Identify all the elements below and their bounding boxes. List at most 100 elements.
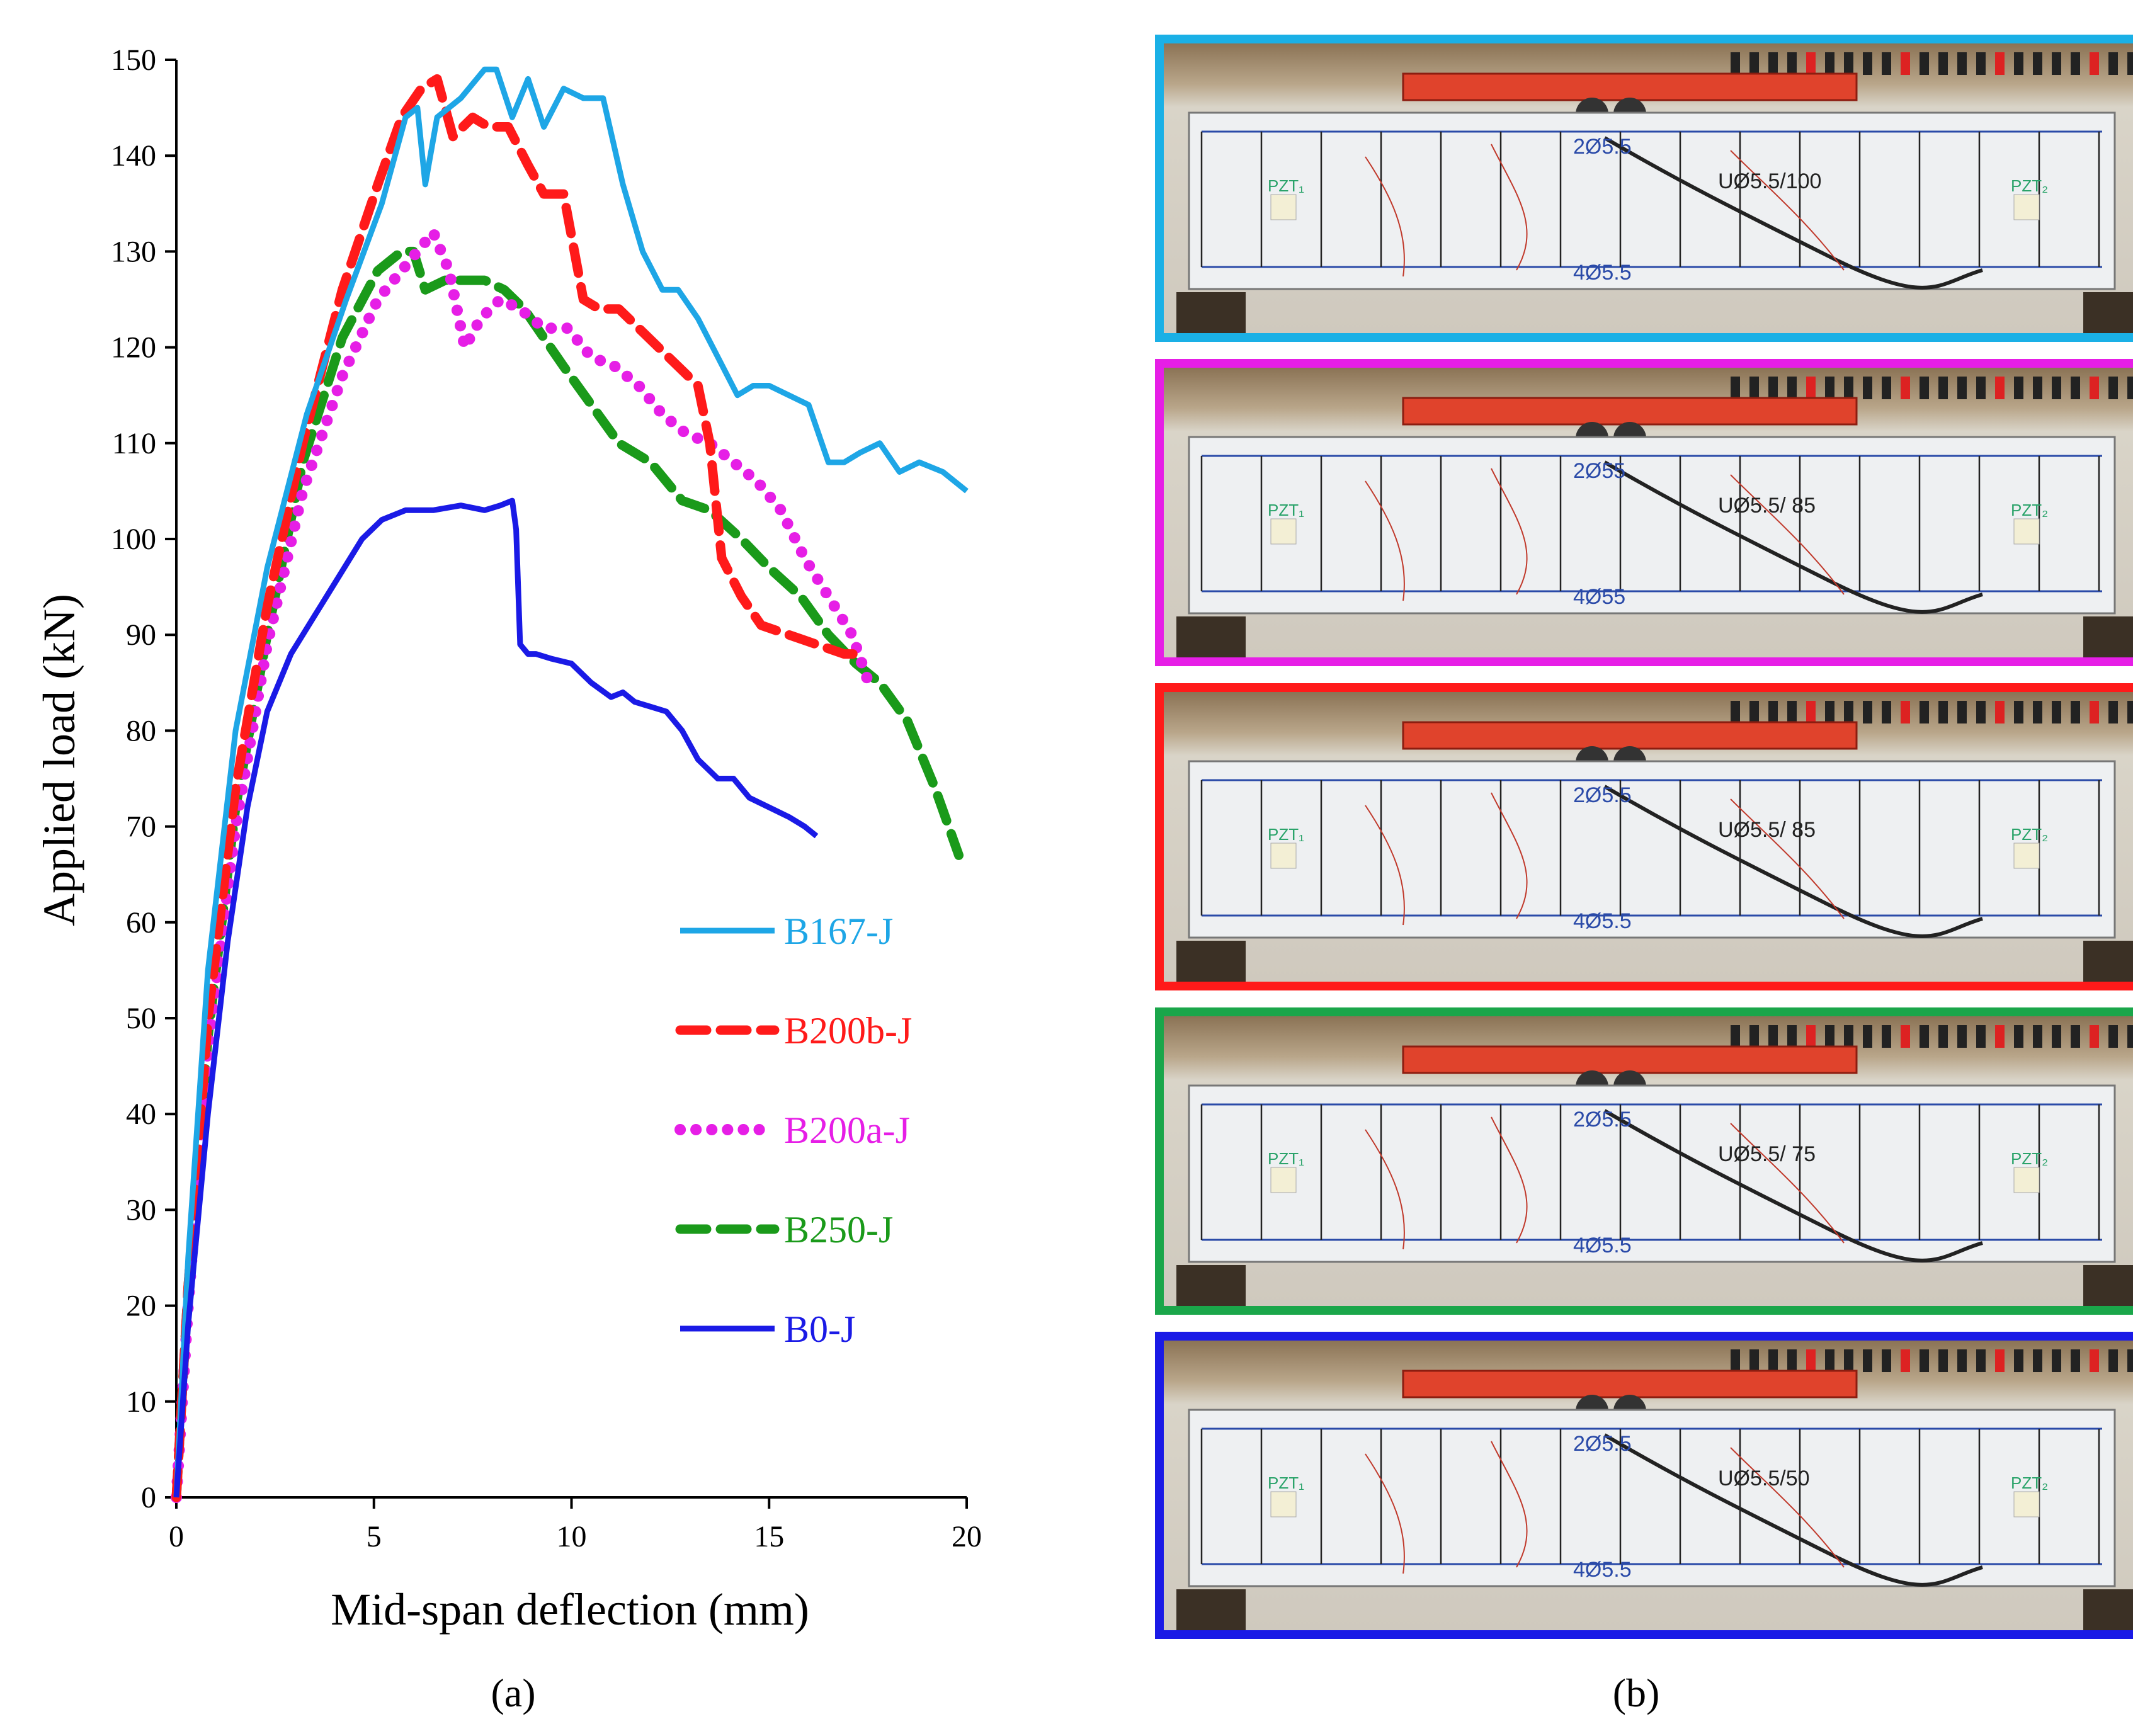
scale-mark [1844, 52, 1853, 75]
scale-mark [2090, 377, 2099, 399]
scale-mark [1882, 377, 1891, 399]
flexural-crack [1491, 1116, 1528, 1244]
y-axis-title: Applied load (kN) [34, 594, 84, 926]
scale-mark [1882, 1025, 1891, 1048]
scale-mark [2014, 377, 2023, 399]
main-shear-crack [1603, 136, 1983, 290]
sensor-label-right: PZT₂ [2011, 1149, 2048, 1168]
scale-mark [1976, 52, 1986, 75]
scale-mark [1731, 1025, 1740, 1048]
flexural-crack [1730, 474, 1845, 595]
scale-mark [1920, 701, 1929, 723]
scale-mark [1901, 701, 1910, 723]
measuring-scale [1731, 701, 2133, 723]
series-line-B0-J [173, 497, 819, 1498]
stirrup-lines [1200, 132, 2100, 267]
scale-mark [1749, 1025, 1759, 1048]
legend-label-B0-J: B0-J [784, 1308, 855, 1350]
scale-mark [1787, 377, 1797, 399]
scale-mark [1731, 1349, 1740, 1372]
scale-mark [1825, 701, 1834, 723]
scale-mark [1806, 377, 1816, 399]
stirrup-note: UØ5.5/ 85 [1718, 818, 1816, 842]
flexural-crack [1491, 1441, 1528, 1568]
scale-mark [1863, 377, 1872, 399]
x-axis-title: Mid-span deflection (mm) [331, 1584, 809, 1635]
scale-mark [1976, 1025, 1986, 1048]
specimen-photo-drawing: 2Ø5.5 UØ5.5/ 85 4Ø5.5 PZT₁ PZT₂ [1176, 701, 2133, 982]
y-tick-label: 90 [126, 618, 156, 652]
scale-mark [1731, 701, 1740, 723]
scale-mark [2071, 1025, 2080, 1048]
scale-mark [1825, 377, 1834, 399]
scale-mark [2014, 701, 2023, 723]
scale-mark [1768, 1349, 1778, 1372]
scale-mark [1806, 701, 1816, 723]
concrete-beam [1188, 760, 2116, 939]
scale-mark [1749, 377, 1759, 399]
flexural-crack [1365, 480, 1405, 601]
scale-mark [2108, 52, 2118, 75]
scale-mark [1938, 701, 1948, 723]
y-tick-label: 20 [126, 1290, 156, 1323]
scale-mark [1768, 701, 1778, 723]
legend: B167-J B200b-J B200a-J B250-J B0-J [674, 911, 912, 1350]
bottom-bar-note: 4Ø55 [1573, 585, 1625, 609]
flexural-crack [1365, 1453, 1405, 1574]
scale-mark [1844, 1025, 1853, 1048]
x-tick-label: 20 [952, 1520, 982, 1553]
bottom-bar-note: 4Ø5.5 [1573, 909, 1632, 933]
specimen-photo-B250-J: 2Ø5.5 UØ5.5/ 75 4Ø5.5 PZT₁ PZT₂ [1155, 1007, 2133, 1315]
scale-mark [2127, 52, 2133, 75]
y-tick-label: 80 [126, 714, 156, 747]
stirrup-lines [1200, 1429, 2100, 1564]
scale-mark [2052, 1025, 2061, 1048]
pzt-sensor-right [2013, 518, 2040, 545]
scale-mark [1863, 1349, 1872, 1372]
scale-mark [2033, 377, 2042, 399]
stirrup-lines [1200, 1104, 2100, 1240]
scale-mark [2090, 52, 2099, 75]
pzt-sensor-right [2013, 194, 2040, 220]
scale-mark [1731, 377, 1740, 399]
right-support [2083, 941, 2133, 982]
scale-mark [1901, 52, 1910, 75]
sensor-label-left: PZT₁ [1268, 501, 1304, 519]
stirrup-lines [1200, 780, 2100, 916]
measuring-scale [1731, 1349, 2133, 1372]
measuring-scale [1731, 1025, 2133, 1048]
pzt-sensor-right [2013, 1491, 2040, 1518]
measuring-scale [1731, 52, 2133, 75]
pzt-sensor-left [1270, 842, 1297, 869]
top-bar-note: 2Ø5.5 [1573, 135, 1632, 159]
scale-mark [2127, 1025, 2133, 1048]
scale-mark [2071, 52, 2080, 75]
scale-mark [2052, 377, 2061, 399]
left-support [1176, 1589, 1246, 1630]
right-support [2083, 1589, 2133, 1630]
specimen-photo-B200a-J: 2Ø55 UØ5.5/ 85 4Ø55 PZT₁ PZT₂ [1155, 359, 2133, 666]
scale-mark [1901, 1025, 1910, 1048]
pzt-sensor-left [1270, 518, 1297, 545]
scale-mark [1938, 1025, 1948, 1048]
scale-mark [1844, 701, 1853, 723]
top-bar-note: 2Ø5.5 [1573, 1108, 1632, 1132]
scale-mark [1768, 377, 1778, 399]
series-line-B200a-J [171, 227, 878, 1503]
x-tick-label: 0 [169, 1520, 184, 1553]
scale-mark [1825, 52, 1834, 75]
scale-mark [1806, 1349, 1816, 1372]
scale-mark [1957, 377, 1967, 399]
y-tick-label: 150 [111, 43, 156, 77]
scale-mark [2090, 1025, 2099, 1048]
series-layer [171, 66, 969, 1503]
flexural-crack [1365, 805, 1405, 926]
x-tick-label: 10 [557, 1520, 587, 1553]
y-tick-label: 40 [126, 1098, 156, 1131]
loading-plate [1402, 1370, 1858, 1398]
flexural-crack [1491, 144, 1528, 271]
scale-mark [1976, 377, 1986, 399]
series-line-B200b-J [171, 74, 861, 1502]
scale-mark [2052, 1349, 2061, 1372]
left-support [1176, 292, 1246, 333]
